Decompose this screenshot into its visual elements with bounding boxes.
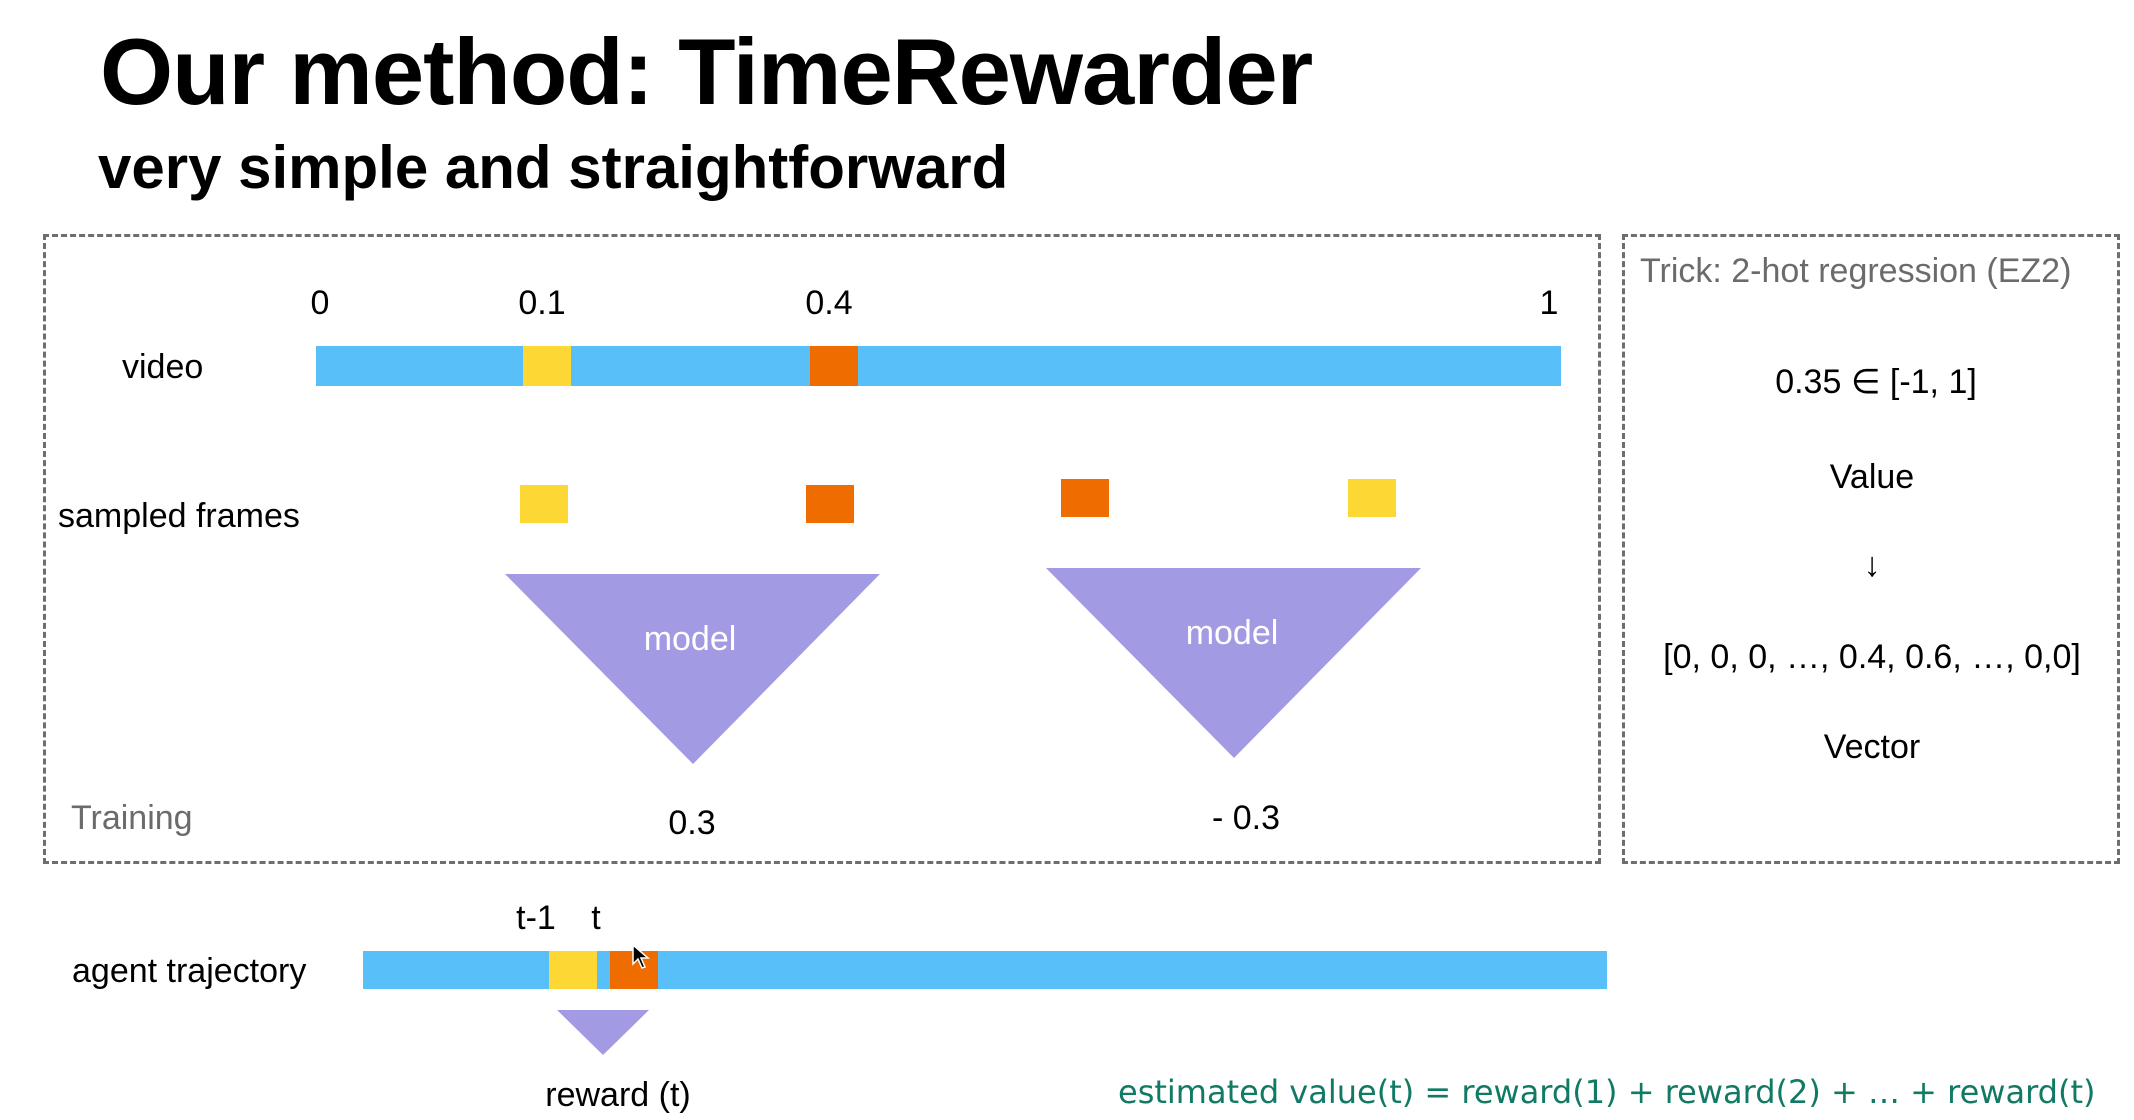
model-right-label: model	[1185, 614, 1279, 652]
sampled-frame-yellow-left	[520, 485, 568, 523]
video-frame-orange	[810, 346, 858, 386]
trick-value-label: Value	[1829, 458, 1915, 496]
trick-value-example: 0.35 ∈ [-1, 1]	[1775, 363, 1977, 401]
value-formula: estimated value(t) = reward(1) + reward(…	[1118, 1073, 2096, 1111]
reward-label: reward (t)	[545, 1076, 691, 1114]
training-box	[43, 234, 1601, 864]
model-left-label: model	[643, 620, 737, 658]
trajectory-frame-t-minus-1	[549, 951, 597, 989]
sampled-frame-yellow-right	[1348, 479, 1396, 517]
video-frame-yellow	[523, 346, 571, 386]
sampled-frame-orange-right	[1061, 479, 1109, 517]
video-bar	[316, 346, 1561, 386]
slide-subtitle: very simple and straightforward	[98, 134, 1009, 201]
slide-title: Our method: TimeRewarder	[100, 19, 1313, 124]
down-arrow-icon: ↓	[1863, 546, 1881, 584]
trick-vector-example: [0, 0, 0, …, 0.4, 0.6, …, 0,0]	[1663, 638, 2081, 676]
tick-label-0: 0	[310, 284, 330, 322]
cursor-icon	[632, 943, 651, 969]
output-right-value: - 0.3	[1211, 799, 1281, 837]
sampled-frame-orange-left	[806, 485, 854, 523]
trick-vector-label: Vector	[1823, 728, 1921, 766]
tick-label-1: 1	[1539, 284, 1559, 322]
tick-label-0-4: 0.4	[805, 284, 853, 322]
sampled-frames-label: sampled frames	[58, 497, 300, 535]
output-left-value: 0.3	[668, 804, 716, 842]
model-left-triangle	[505, 574, 880, 764]
agent-trajectory-label: agent trajectory	[72, 952, 307, 990]
tick-label-0-1: 0.1	[518, 284, 566, 322]
model-right-triangle	[1046, 568, 1421, 758]
tick-t-minus-1: t-1	[516, 899, 556, 937]
training-label: Training	[71, 799, 193, 837]
trick-box	[1622, 234, 2120, 864]
reward-model-triangle	[557, 1010, 649, 1055]
tick-t: t	[591, 899, 601, 937]
trick-title: Trick: 2-hot regression (EZ2)	[1640, 252, 2072, 290]
video-label: video	[122, 348, 204, 386]
